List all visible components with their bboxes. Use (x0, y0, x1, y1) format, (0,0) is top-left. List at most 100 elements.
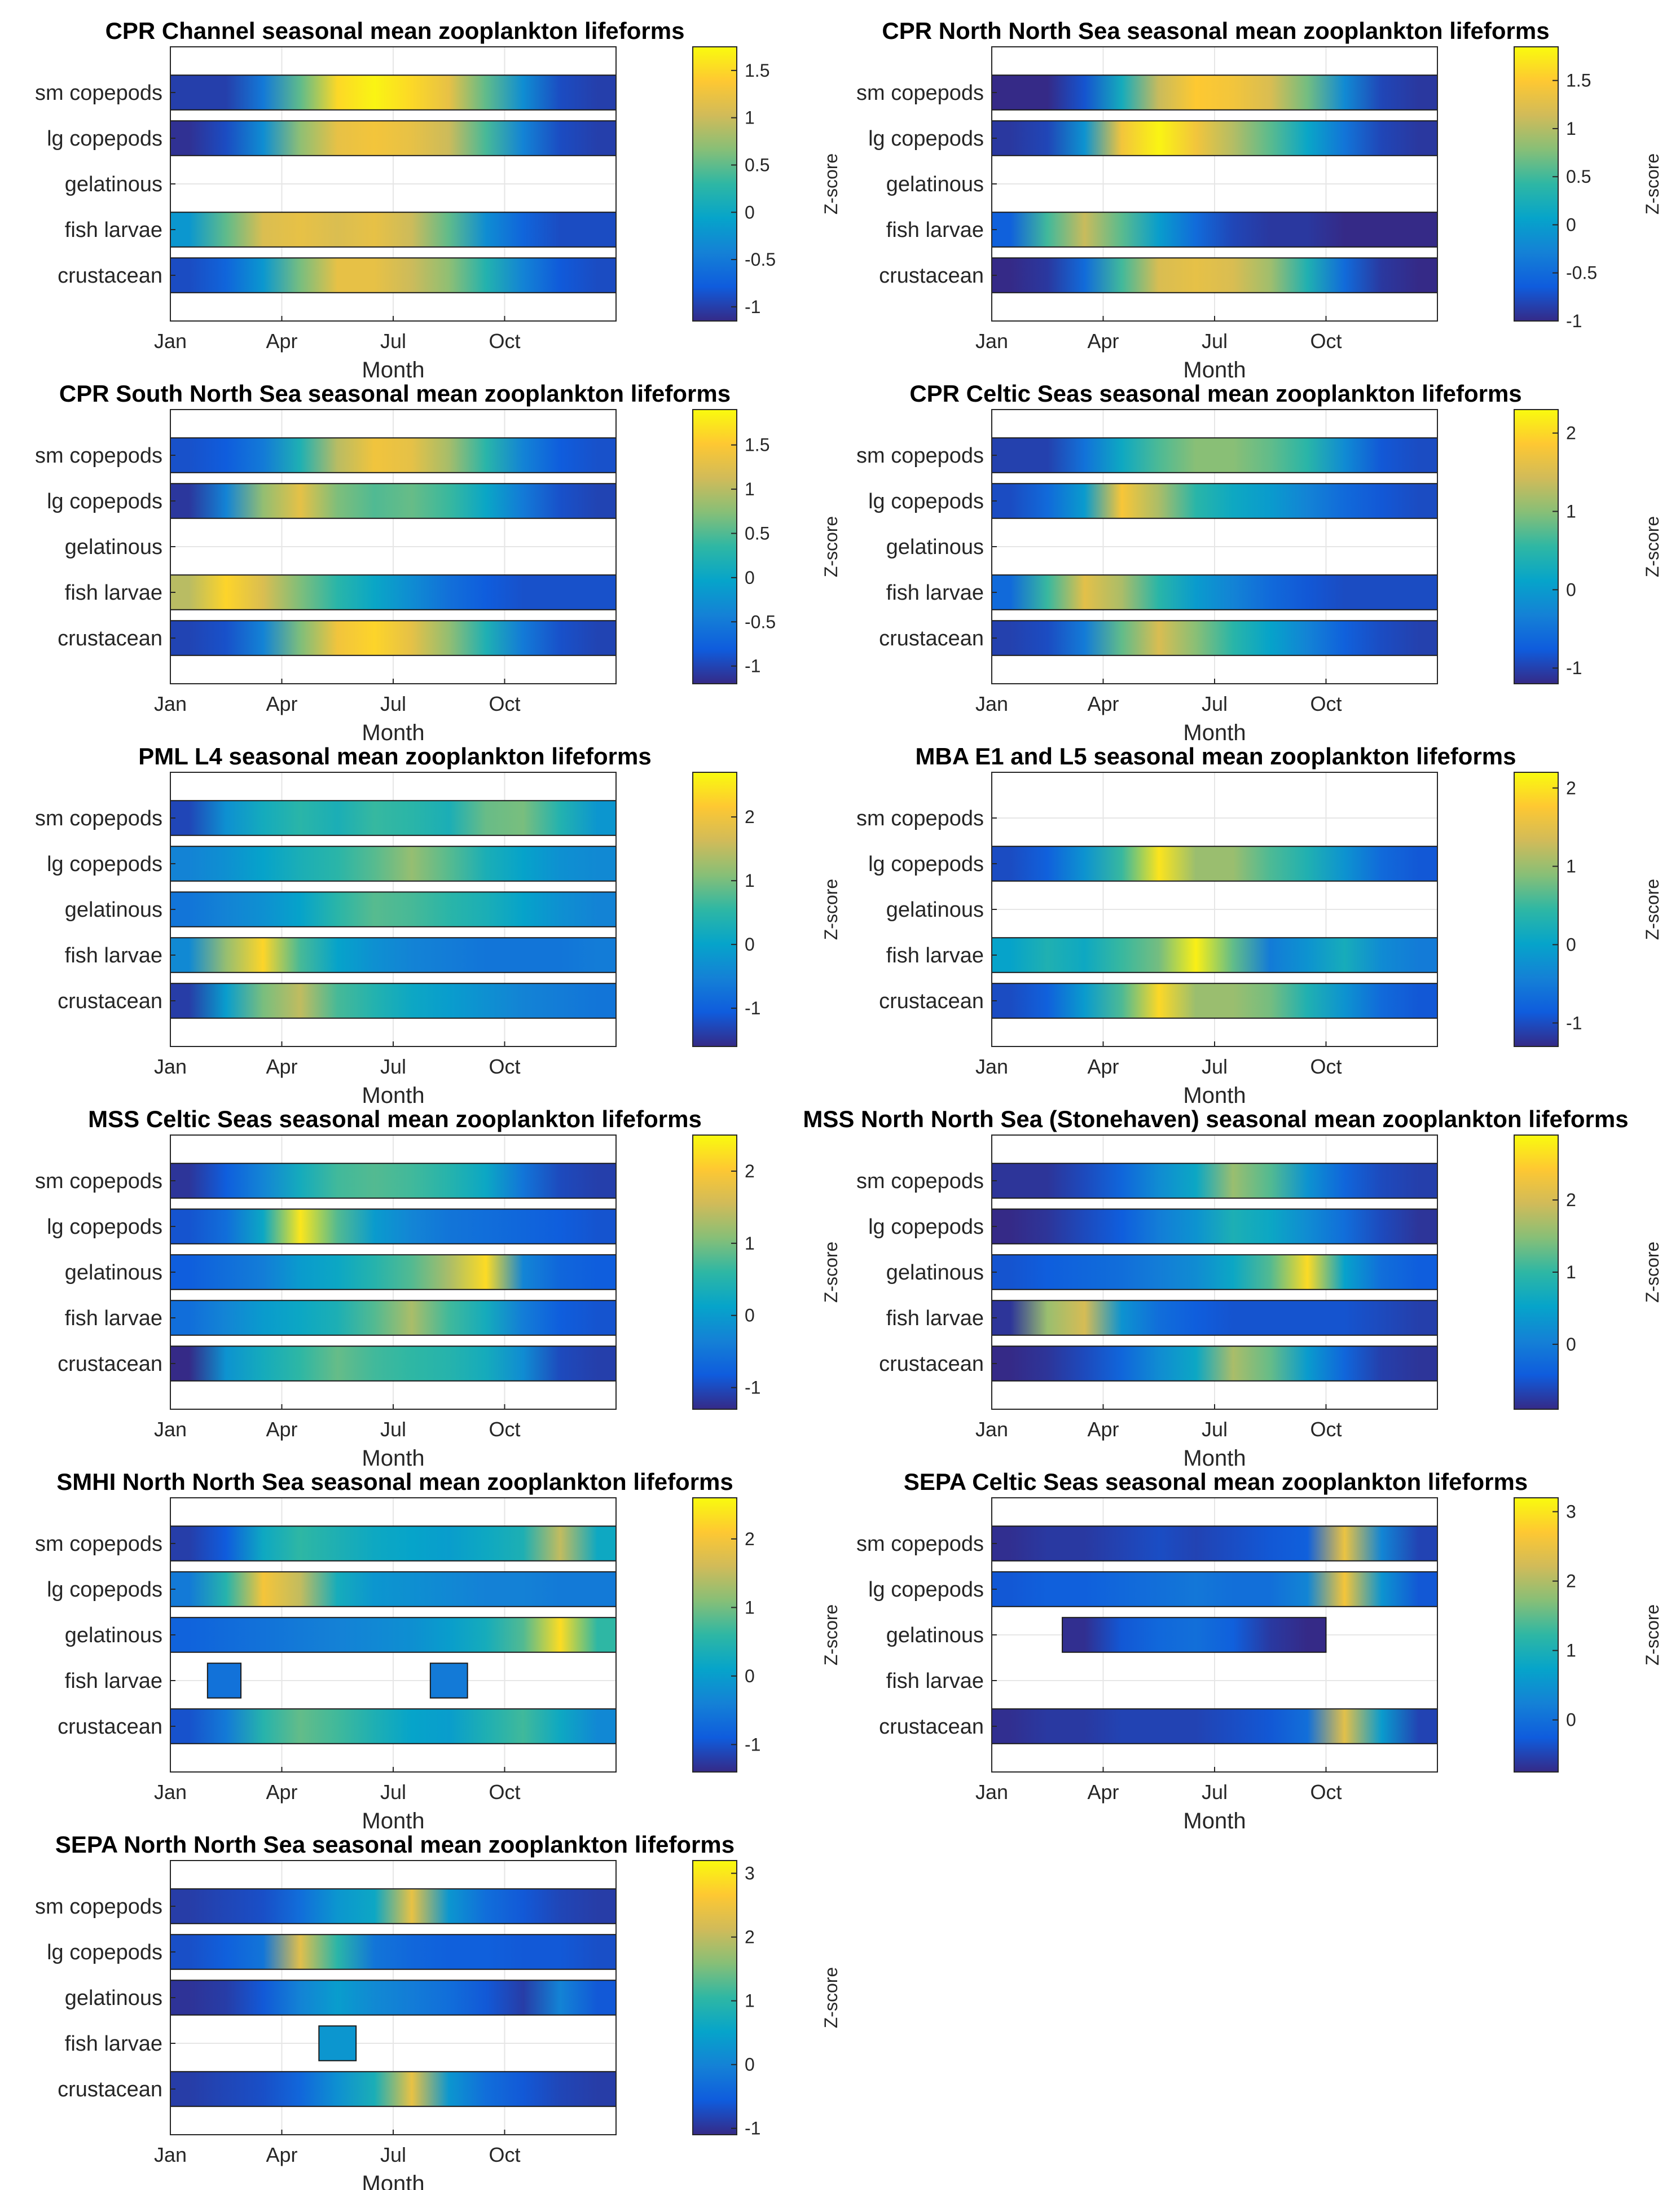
colorbar-label: Z-score (821, 153, 841, 214)
heat-band-fish-larvae (991, 574, 1438, 610)
colorbar-tick-label: -1 (745, 1378, 760, 1398)
colorbar-tick-label: 2 (1566, 1190, 1576, 1210)
row-label-lg-copepods: lg copepods (868, 1215, 984, 1239)
x-tick-jul: Jul (380, 1418, 406, 1441)
heat-band-fish-larvae (206, 1663, 242, 1699)
x-tick-jan: Jan (154, 329, 187, 353)
colorbar-tick-label: 0 (1566, 214, 1576, 235)
heat-band-gelatinous (170, 1980, 617, 2016)
row-label-sm-copepods: sm copepods (856, 1169, 984, 1193)
x-axis-label: Month (362, 358, 424, 382)
heat-band-crustacean (991, 620, 1438, 656)
row-label-crustacean: crustacean (879, 264, 984, 288)
row-label-crustacean: crustacean (879, 627, 984, 650)
row-label-sm-copepods: sm copepods (35, 81, 162, 105)
x-tick-oct: Oct (489, 329, 520, 353)
colorbar-tick-label: 0 (745, 934, 755, 955)
row-label-sm-copepods: sm copepods (35, 1169, 162, 1193)
chart-title: CPR Channel seasonal mean zooplankton li… (105, 17, 685, 44)
colorbar-tick-label: 1.5 (745, 60, 769, 81)
x-tick-oct: Oct (1310, 329, 1342, 353)
heat-band-fish-larvae (991, 937, 1438, 973)
row-label-gelatinous: gelatinous (65, 1261, 162, 1285)
heat-band-sm-copepods (991, 437, 1438, 473)
colorbar (1514, 1497, 1559, 1773)
colorbar-tick-label: 2 (745, 1161, 755, 1181)
row-label-lg-copepods: lg copepods (47, 490, 162, 513)
row-label-lg-copepods: lg copepods (47, 1215, 162, 1239)
heat-band-fish-larvae (318, 2025, 357, 2061)
row-label-lg-copepods: lg copepods (868, 127, 984, 151)
row-label-fish-larvae: fish larvae (65, 218, 162, 242)
colorbar-tick-label: -1 (745, 297, 760, 317)
colorbar-tick-label: 0 (1566, 1334, 1576, 1355)
heat-band-crustacean (170, 1708, 617, 1744)
heat-band-crustacean (170, 1345, 617, 1382)
colorbar (1514, 409, 1559, 684)
row-label-sm-copepods: sm copepods (35, 1895, 162, 1919)
x-axis-label: Month (1183, 358, 1246, 382)
colorbar-tick-label: 0 (1566, 934, 1576, 955)
heat-band-gelatinous (1062, 1617, 1327, 1653)
x-tick-oct: Oct (1310, 1780, 1342, 1804)
colorbar-label: Z-score (1642, 516, 1663, 577)
heat-band-gelatinous (991, 1254, 1438, 1290)
colorbar-tick-label: 2 (1566, 1571, 1576, 1591)
colorbar-tick-label: -1 (1566, 1013, 1582, 1033)
panel-2: sm copepods lg copepods gelatinous fish lar… (856, 17, 1663, 382)
row-label-lg-copepods: lg copepods (868, 1578, 984, 1602)
row-label-lg-copepods: lg copepods (47, 1578, 162, 1602)
x-axis-label: Month (1183, 1083, 1246, 1108)
x-axis-label: Month (1183, 1809, 1246, 1833)
heat-band-lg-copepods (991, 120, 1438, 156)
heat-band-sm-copepods (170, 74, 617, 111)
row-label-sm-copepods: sm copepods (35, 807, 162, 830)
row-label-crustacean: crustacean (879, 990, 984, 1013)
colorbar (692, 1134, 737, 1410)
heat-band-lg-copepods (170, 1208, 617, 1244)
row-label-gelatinous: gelatinous (65, 1986, 162, 2010)
colorbar-label: Z-score (1642, 1242, 1663, 1303)
x-tick-jan: Jan (975, 1055, 1008, 1078)
heat-band-fish-larvae (170, 212, 617, 248)
colorbar-tick-label: 1 (1566, 118, 1576, 139)
x-tick-jul: Jul (380, 2143, 406, 2166)
row-label-gelatinous: gelatinous (65, 1624, 162, 1647)
chart-title: SEPA Celtic Seas seasonal mean zooplankt… (904, 1468, 1528, 1495)
heat-band-fish-larvae (429, 1663, 468, 1699)
heat-band-fish-larvae (991, 212, 1438, 248)
x-tick-apr: Apr (266, 2143, 297, 2166)
heat-band-fish-larvae (170, 937, 617, 973)
row-label-gelatinous: gelatinous (886, 898, 984, 922)
colorbar (692, 1860, 737, 2135)
row-label-crustacean: crustacean (879, 1352, 984, 1376)
x-axis-label: Month (362, 2171, 424, 2190)
colorbar-tick-label: -1 (745, 1734, 760, 1754)
x-tick-jan: Jan (975, 692, 1008, 715)
heat-band-gelatinous (170, 1254, 617, 1290)
colorbar-tick-label: 1 (1566, 1641, 1576, 1661)
chart-title: SEPA North North Sea seasonal mean zoopl… (55, 1831, 735, 1858)
colorbar-tick-label: 2 (745, 1529, 755, 1549)
x-tick-jan: Jan (975, 1418, 1008, 1441)
row-label-fish-larvae: fish larvae (65, 944, 162, 968)
x-tick-jul: Jul (1202, 692, 1228, 715)
colorbar (1514, 46, 1559, 322)
row-label-sm-copepods: sm copepods (856, 444, 984, 468)
colorbar-tick-label: 0 (745, 1666, 755, 1686)
colorbar-tick-label: 1 (745, 870, 755, 891)
row-label-crustacean: crustacean (58, 1352, 162, 1376)
x-tick-jan: Jan (154, 2143, 187, 2166)
row-label-sm-copepods: sm copepods (856, 1532, 984, 1556)
heat-band-crustacean (170, 257, 617, 293)
chart-title: MSS Celtic Seas seasonal mean zooplankto… (88, 1106, 702, 1132)
x-tick-apr: Apr (266, 329, 297, 353)
x-tick-jul: Jul (380, 329, 406, 353)
heat-band-lg-copepods (170, 1571, 617, 1607)
x-tick-jul: Jul (1202, 329, 1228, 353)
heat-band-fish-larvae (170, 1300, 617, 1336)
heat-band-sm-copepods (991, 74, 1438, 111)
x-tick-apr: Apr (1087, 1418, 1119, 1441)
heat-band-crustacean (991, 1708, 1438, 1744)
colorbar-tick-label: -1 (1566, 311, 1582, 331)
